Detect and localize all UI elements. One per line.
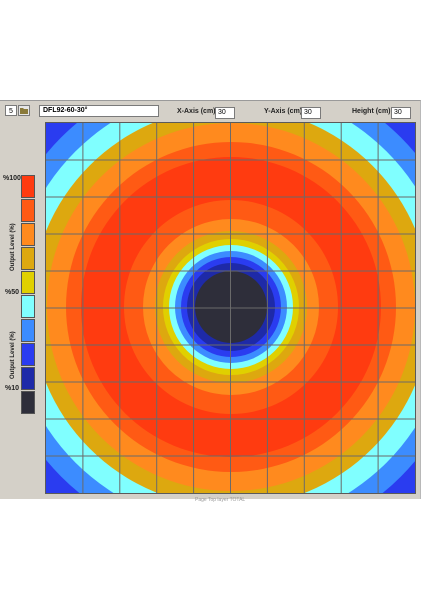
- legend-label-50: %50: [5, 289, 20, 296]
- legend-swatches: [21, 175, 35, 415]
- legend-axis-label-upper: Output Level (%): [10, 223, 16, 271]
- height-label: Height (cm): [352, 108, 391, 115]
- legend-label-100: %100: [3, 175, 21, 182]
- height-input[interactable]: 30: [391, 107, 411, 119]
- legend-label-10: %10: [5, 385, 20, 392]
- heatmap-canvas: [46, 123, 415, 493]
- app-window: 5 DFL92-60-30° X-Axis (cm) 30 Y-Axis (cm…: [0, 100, 421, 499]
- folder-icon: [20, 108, 28, 114]
- folder-button[interactable]: [18, 105, 30, 116]
- legend-swatch: [21, 367, 35, 390]
- footer-text: Page Top layer TOTAL: [195, 497, 246, 503]
- legend-swatch: [21, 343, 35, 366]
- legend-swatch: [21, 319, 35, 342]
- legend-swatch: [21, 199, 35, 222]
- light-distribution-plot: [45, 122, 416, 494]
- legend-swatch: [21, 391, 35, 414]
- y-axis-input[interactable]: 30: [301, 107, 321, 119]
- legend-swatch: [21, 295, 35, 318]
- number-input[interactable]: 5: [5, 105, 17, 116]
- color-legend: %100 %50 %10 Output Level (%) Output Lev…: [0, 121, 42, 499]
- product-name-field[interactable]: DFL92-60-30°: [39, 105, 159, 117]
- legend-swatch: [21, 247, 35, 270]
- x-axis-label: X-Axis (cm): [177, 108, 216, 115]
- x-axis-input[interactable]: 30: [215, 107, 235, 119]
- legend-swatch: [21, 271, 35, 294]
- y-axis-label: Y-Axis (cm): [264, 108, 303, 115]
- legend-swatch: [21, 175, 35, 198]
- legend-axis-label-lower: Output Level (%): [10, 331, 16, 379]
- legend-swatch: [21, 223, 35, 246]
- toolbar: 5 DFL92-60-30° X-Axis (cm) 30 Y-Axis (cm…: [0, 101, 420, 121]
